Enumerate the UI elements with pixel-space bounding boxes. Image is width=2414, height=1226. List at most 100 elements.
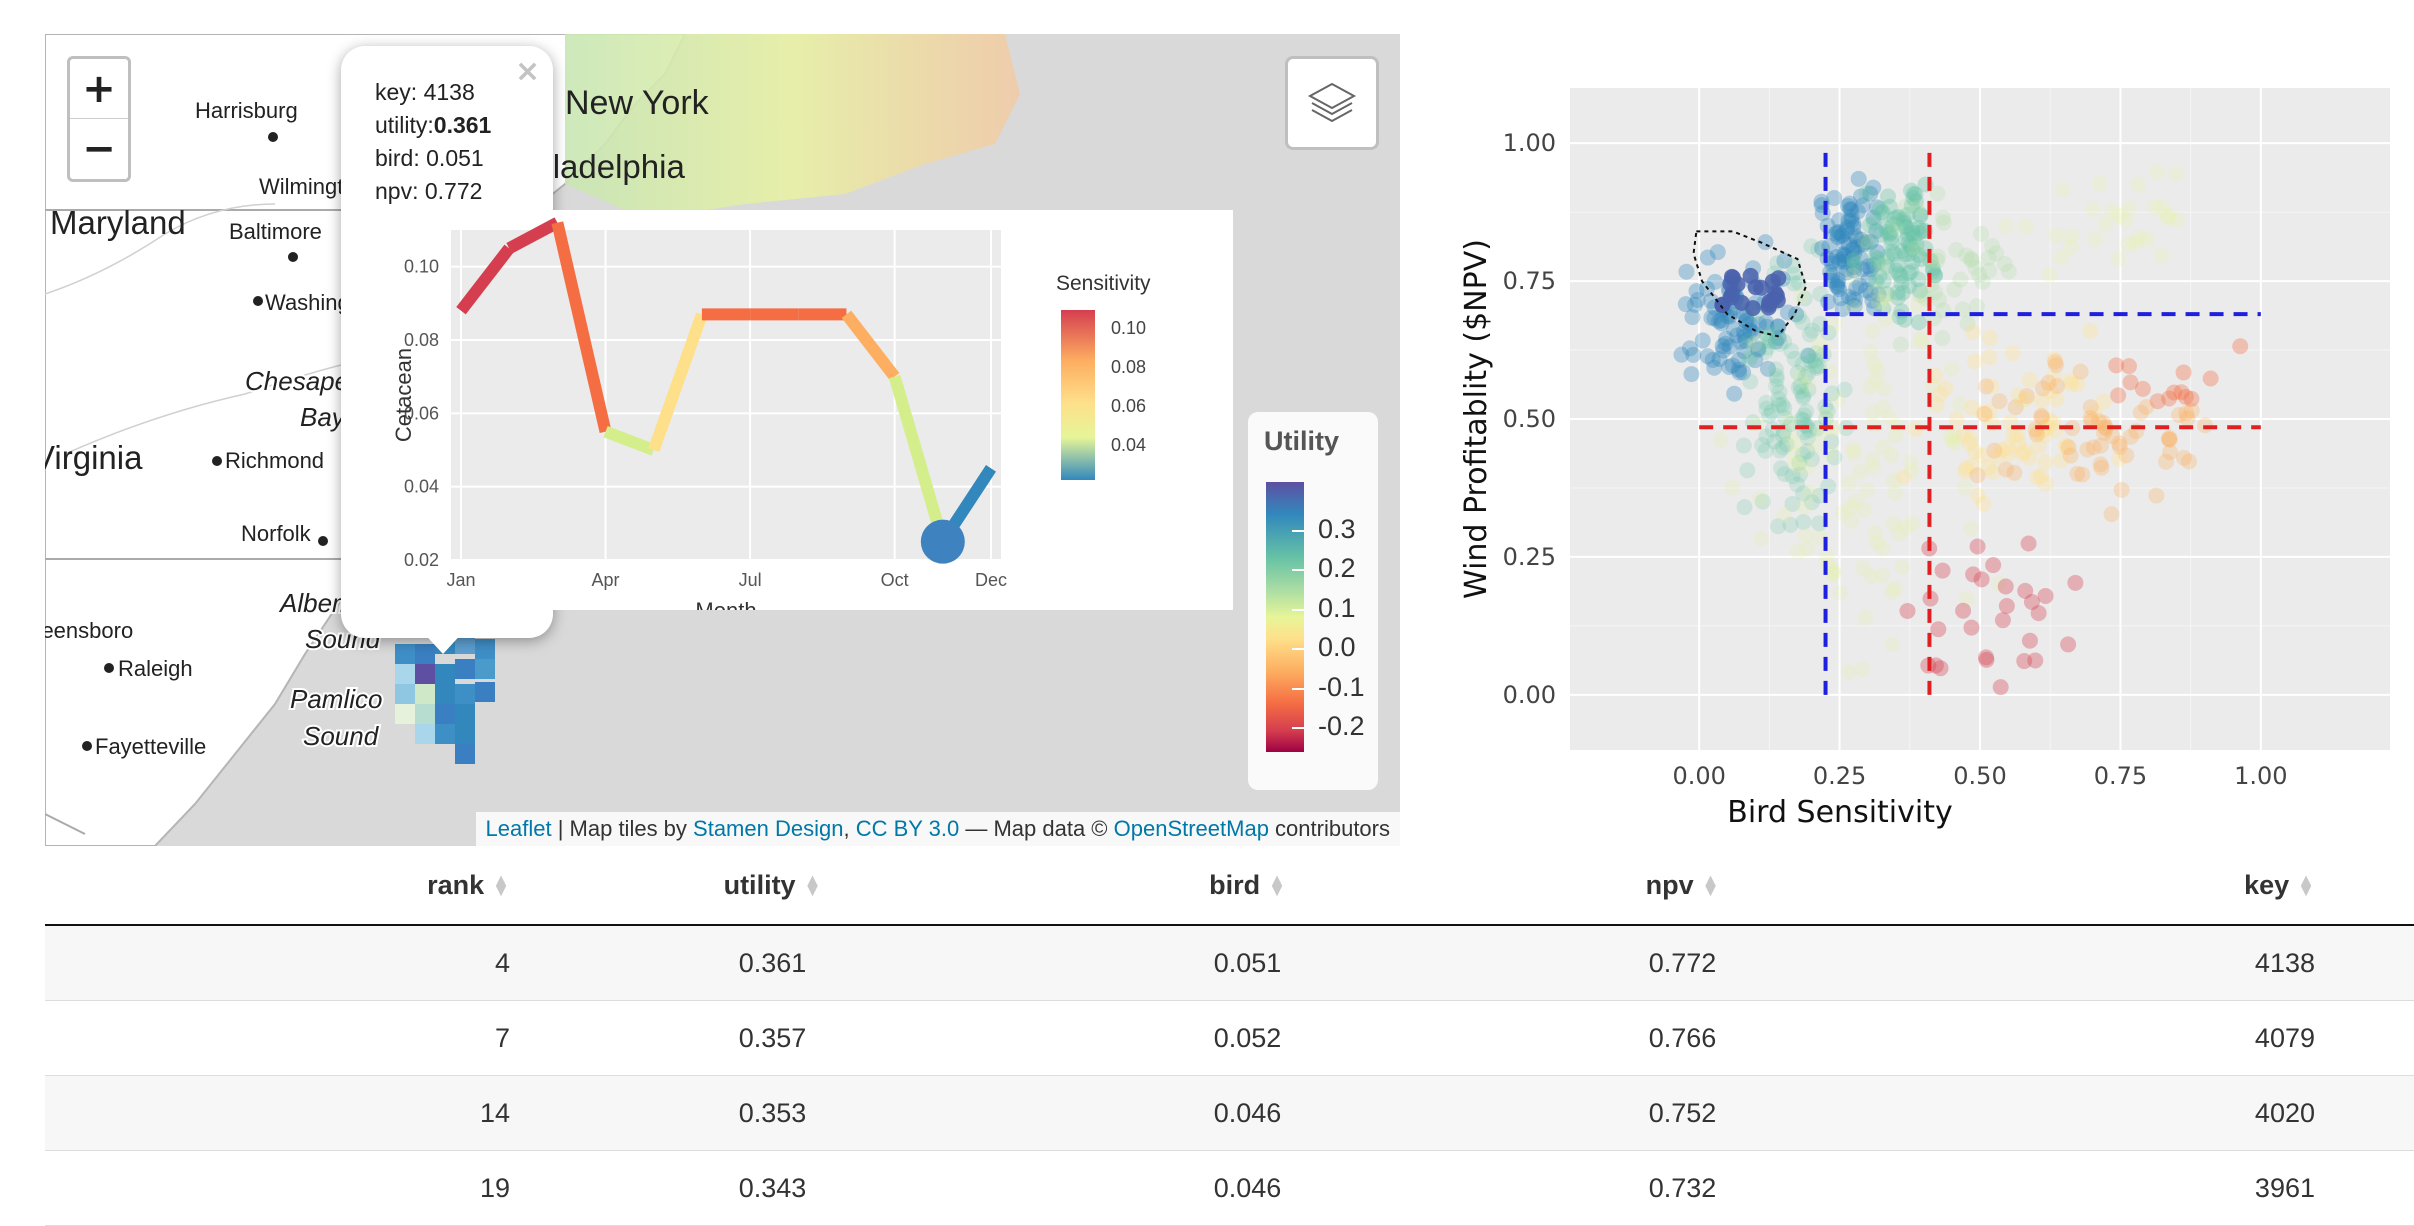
scatter-point [1978, 651, 1995, 668]
scatter-point [1761, 407, 1778, 424]
scatter-point [2072, 363, 2089, 380]
cell-npv: 0.732 [1648, 1172, 1717, 1203]
scatter-point [1786, 275, 1803, 292]
scatter-point [1976, 405, 1993, 422]
scatter-point [1897, 246, 1914, 263]
scatter-point [1737, 332, 1754, 349]
x-tick-label: Jan [446, 570, 475, 590]
scatter-point [2004, 345, 2021, 362]
scatter-point [1759, 360, 1776, 377]
scatter-point [1836, 234, 1853, 251]
stamen-link[interactable]: Stamen Design [693, 816, 844, 841]
scatter-point [1828, 248, 1845, 265]
scatter-point [1677, 296, 1694, 313]
table-row[interactable]: 7 0.357 0.052 0.766 4079 [45, 1001, 2414, 1076]
popup-close-button[interactable]: × [515, 54, 541, 89]
scatter-point [2062, 447, 2079, 464]
scatter-point [1784, 468, 1801, 485]
scatter-point [1962, 520, 1979, 537]
column-header-npv[interactable]: npv ▲ ▼ [1645, 869, 1720, 900]
scatter-point [1955, 602, 1972, 619]
scatter-point [1770, 391, 1787, 408]
scatter-point [1735, 437, 1752, 454]
scatter-point [1983, 378, 2000, 395]
scatter-point [1912, 330, 1929, 347]
scatter-point [1758, 394, 1775, 411]
x-axis-title: Bird Sensitivity [1727, 795, 1952, 830]
scatter-point [1870, 286, 1887, 303]
scatter-point [1737, 312, 1754, 329]
popup-info: key: 4138 utility:0.361 bird: 0.051 npv:… [375, 76, 491, 208]
scatter-point [1885, 515, 1902, 532]
column-header-key[interactable]: key ▲ ▼ [2244, 869, 2315, 900]
map-panel[interactable]: Harrisburg New York Wilmington Maryland … [45, 34, 1400, 846]
column-header-utility[interactable]: utility ▲ ▼ [723, 869, 822, 900]
table-row[interactable]: 19 0.343 0.046 0.732 3961 [45, 1151, 2414, 1226]
scatter-point [1689, 291, 1706, 308]
scatter-point [2178, 405, 2195, 422]
scatter-point [1807, 352, 1824, 369]
scatter-point [1966, 353, 1983, 370]
scatter-point [1843, 212, 1860, 229]
scatter-point [1840, 212, 1857, 229]
scatter-point [1907, 186, 1924, 203]
scatter-point [1881, 198, 1898, 215]
scatter-point [1836, 381, 1853, 398]
scatter-point [2017, 582, 2034, 599]
scatter-point [1956, 479, 1973, 496]
scatter-point [2048, 227, 2065, 244]
scatter-point [1799, 429, 1816, 446]
place-label: Bay [300, 402, 347, 432]
scatter-point [1878, 219, 1895, 236]
scatter-point [1957, 463, 1974, 480]
scatter-point [2063, 228, 2080, 245]
layers-control-button[interactable] [1285, 56, 1379, 150]
scatter-point [1967, 259, 1984, 276]
scatter-point [1826, 190, 1843, 207]
scatter-point [1990, 575, 2007, 592]
scatter-point [2110, 450, 2127, 467]
scatter-point [1887, 580, 1904, 597]
column-header-rank[interactable]: rank ▲ ▼ [427, 869, 510, 900]
scatter-point [1994, 612, 2011, 629]
scatter-point [2170, 407, 2187, 424]
results-table: rank ▲ ▼ utility ▲ ▼ bird ▲ ▼ npv ▲ ▼ key ▲ ▼ 4 0.… [45, 846, 2414, 1226]
series-segment [603, 426, 656, 456]
scatter-point [1998, 218, 2015, 235]
scatter-point [1845, 215, 1862, 232]
scatter-point [1799, 443, 1816, 460]
scatter-point [1904, 240, 1921, 257]
scatter-point [2006, 464, 2023, 481]
scatter-point [1748, 416, 1765, 433]
cc-by-link[interactable]: CC BY 3.0 [855, 816, 960, 841]
place-label: New York [565, 84, 710, 122]
zoom-in-button[interactable]: + [70, 59, 128, 119]
scatter-point [1865, 214, 1882, 231]
osm-link[interactable]: OpenStreetMap [1113, 816, 1269, 841]
place-label: Greensboro [45, 618, 133, 643]
scatter-point [1892, 336, 1909, 353]
table-row[interactable]: 4 0.361 0.051 0.772 4138 [45, 926, 2414, 1001]
scatter-point [2092, 456, 2109, 473]
scatter-point [1768, 368, 1785, 385]
scatter-point [1897, 218, 1914, 235]
scatter-point [1736, 343, 1753, 360]
scatter-point [1758, 318, 1775, 335]
scatter-point [1808, 420, 1825, 437]
scatter-point [2168, 211, 2185, 228]
scatter-point [1858, 482, 1875, 499]
scatter-point [2060, 439, 2077, 456]
scatter-point [1985, 463, 2002, 480]
scatter-point [2132, 404, 2149, 421]
bird-vs-wind-scatter[interactable]: 0.00 0.25 0.50 0.75 1.00 0.00 0.25 0.50 0.75 1.00… [1440, 60, 2400, 850]
leaflet-link[interactable]: Leaflet [485, 816, 552, 841]
scatter-point [1980, 459, 1997, 476]
scatter-point [1828, 277, 1845, 294]
scatter-point [1874, 204, 1891, 221]
scatter-point [1952, 271, 1969, 288]
scatter-point [1900, 265, 1917, 282]
zoom-out-button[interactable]: − [82, 125, 116, 172]
column-header-bird[interactable]: bird ▲ ▼ [1209, 869, 1286, 900]
table-row[interactable]: 14 0.353 0.046 0.752 4020 [45, 1076, 2414, 1151]
scatter-point [1799, 540, 1816, 557]
